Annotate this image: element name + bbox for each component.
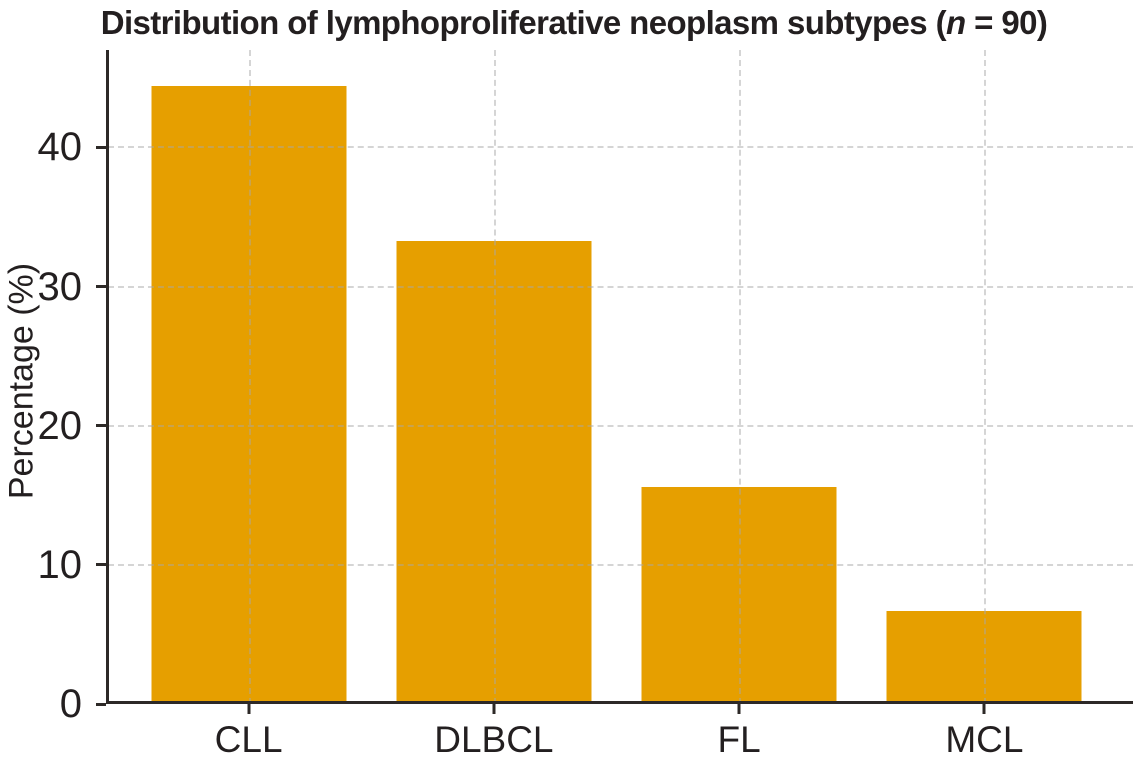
- y-tick-mark: [96, 702, 106, 706]
- gridline-vertical: [984, 50, 987, 704]
- y-tick-mark: [96, 563, 106, 567]
- gridline-horizontal: [108, 285, 1133, 288]
- y-tick-label: 20: [37, 403, 83, 448]
- bar-mcl: [886, 610, 1082, 704]
- y-tick-mark: [96, 285, 106, 289]
- bar-slots: CLL DLBCL FL MCL: [106, 50, 1133, 760]
- gridline-vertical: [739, 50, 742, 704]
- bar-dlbcl: [396, 240, 592, 704]
- x-axis-line: [106, 701, 1133, 704]
- x-tick-mark: [247, 704, 251, 714]
- x-tick-mark: [492, 704, 496, 714]
- bar-slot-cll: CLL: [126, 50, 371, 760]
- x-tick-label-cll: CLL: [214, 719, 283, 760]
- y-tick-label: 0: [59, 682, 82, 726]
- chart-title-text: Distribution of lymphoproliferative neop…: [100, 4, 947, 41]
- bar-fl: [641, 486, 837, 704]
- chart-title: Distribution of lymphoproliferative neop…: [0, 4, 1148, 42]
- chart-title-suffix: = 90): [965, 4, 1048, 41]
- y-tick-label: 30: [37, 264, 83, 309]
- y-tick-mark: [96, 145, 106, 149]
- gridline-vertical: [248, 50, 251, 704]
- y-tick-label: 10: [37, 542, 83, 587]
- x-tick-mark: [982, 704, 986, 714]
- x-tick-label-dlbcl: DLBCL: [434, 719, 554, 760]
- y-tick-mark: [96, 424, 106, 428]
- y-axis-line: [106, 50, 109, 704]
- x-tick-mark: [737, 704, 741, 714]
- x-tick-label-mcl: MCL: [945, 719, 1024, 760]
- gridline-horizontal: [108, 424, 1133, 427]
- bar-slot-mcl: MCL: [862, 50, 1107, 760]
- chart-title-italic-n: n: [946, 4, 966, 41]
- plot-area: CLL DLBCL FL MCL 0 10 20 30 40: [38, 50, 1133, 760]
- bar-slot-dlbcl: DLBCL: [371, 50, 616, 760]
- x-tick-label-fl: FL: [717, 719, 761, 760]
- gridline-horizontal: [108, 146, 1133, 149]
- gridline-horizontal: [108, 563, 1133, 566]
- bar-slot-fl: FL: [617, 50, 862, 760]
- gridline-vertical: [493, 50, 496, 704]
- bar-cll: [151, 86, 347, 704]
- y-tick-label: 40: [37, 125, 83, 170]
